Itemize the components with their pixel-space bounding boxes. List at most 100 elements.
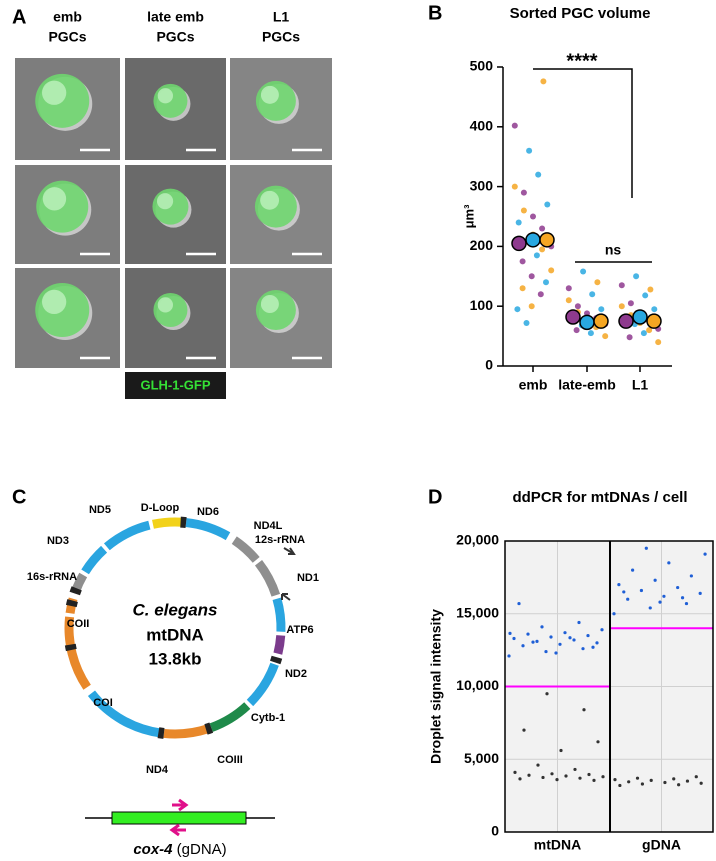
gene-arc	[273, 635, 286, 655]
gene-arc	[185, 518, 231, 541]
data-point	[539, 246, 546, 253]
x-tick-label: gDNA	[642, 837, 681, 853]
y-tick-label: 400	[470, 118, 494, 134]
amplicon-label: cox-4 (gDNA)	[133, 841, 226, 858]
data-point	[548, 267, 555, 274]
droplet	[559, 748, 563, 753]
droplet	[685, 779, 690, 783]
data-point	[618, 282, 625, 289]
center-line: mtDNA	[146, 625, 204, 644]
data-point	[574, 303, 581, 310]
data-point	[627, 300, 634, 307]
cell-highlight	[260, 295, 279, 313]
droplet	[639, 588, 644, 593]
gene-arc	[163, 724, 210, 739]
droplet	[573, 767, 577, 772]
data-point	[540, 78, 547, 85]
cell-highlight	[42, 187, 67, 211]
cell-highlight	[260, 85, 279, 104]
gene-arc	[246, 662, 279, 707]
droplet	[672, 777, 676, 781]
droplet	[662, 594, 666, 598]
data-point	[511, 122, 518, 129]
amplicon-gene: cox-4	[133, 841, 173, 858]
data-point	[589, 291, 596, 298]
droplet	[517, 601, 521, 606]
droplet	[581, 647, 585, 651]
data-point	[537, 291, 544, 298]
data-point	[642, 292, 649, 299]
data-point	[523, 319, 530, 326]
panel-letter: B	[428, 2, 442, 24]
primer-rev	[169, 823, 186, 837]
primer-fwd	[172, 798, 189, 812]
primer-arrow	[281, 593, 291, 601]
droplet	[508, 631, 512, 635]
data-point	[598, 306, 605, 313]
droplet	[518, 777, 522, 781]
y-tick-label: 0	[485, 357, 493, 373]
data-point	[539, 225, 546, 232]
gene-label: 16s-rRNA	[27, 571, 77, 583]
data-point	[543, 279, 549, 286]
gene-label: COIII	[217, 754, 243, 766]
droplet	[600, 628, 604, 632]
data-point	[573, 327, 580, 334]
gene-label: ATP6	[286, 624, 313, 636]
droplet	[689, 574, 693, 578]
droplet	[586, 633, 590, 638]
droplet	[545, 692, 549, 696]
droplet	[601, 775, 605, 779]
replicate-mean	[632, 309, 648, 325]
data-point	[528, 273, 535, 280]
x-tick-label: mtDNA	[534, 837, 581, 853]
replicate-mean	[525, 232, 541, 248]
gene-arc	[64, 643, 77, 652]
gene-label: ND6	[197, 506, 219, 518]
gene-arc	[87, 690, 161, 738]
data-point	[528, 303, 535, 310]
gene-label: Cytb-1	[251, 712, 285, 724]
cell-highlight	[156, 193, 174, 210]
chart-title: ddPCR for mtDNAs / cell	[512, 489, 687, 506]
droplet	[677, 783, 681, 787]
stain-label-box	[125, 372, 226, 399]
data-point	[520, 189, 527, 196]
data-point	[640, 330, 647, 337]
cell-highlight	[260, 190, 280, 210]
droplet	[648, 606, 652, 610]
droplet	[617, 583, 621, 587]
replicate-mean	[579, 314, 595, 331]
replicate-mean	[511, 235, 527, 252]
droplet	[540, 625, 544, 629]
droplet	[626, 597, 630, 601]
gene-arc	[64, 616, 91, 690]
droplet	[622, 590, 626, 594]
gene-arc	[272, 597, 286, 632]
y-tick-label: 0	[491, 823, 499, 839]
y-tick-label: 20,000	[456, 532, 499, 548]
data-point	[594, 279, 601, 286]
panel-letter: A	[12, 6, 26, 28]
droplet	[582, 708, 586, 712]
gene-arc	[103, 520, 151, 551]
droplet	[613, 778, 617, 782]
gene-arc	[204, 722, 214, 735]
data-point	[618, 303, 625, 310]
column-header: late emb	[147, 9, 204, 25]
gene-label: 12s-rRNA	[255, 534, 305, 546]
data-point	[530, 213, 536, 220]
gene-label: ND1	[297, 572, 319, 584]
droplet	[596, 740, 600, 744]
column-header: PGCs	[262, 29, 300, 45]
gene-label: ND4L	[254, 520, 283, 532]
column-header: PGCs	[48, 29, 86, 45]
droplet	[680, 596, 685, 600]
data-point	[580, 268, 587, 275]
droplet	[526, 632, 530, 636]
data-point	[602, 333, 609, 340]
y-tick-label: 15,000	[456, 604, 499, 620]
y-tick-label: 10,000	[456, 677, 499, 693]
y-tick-label: 5,000	[464, 750, 499, 766]
